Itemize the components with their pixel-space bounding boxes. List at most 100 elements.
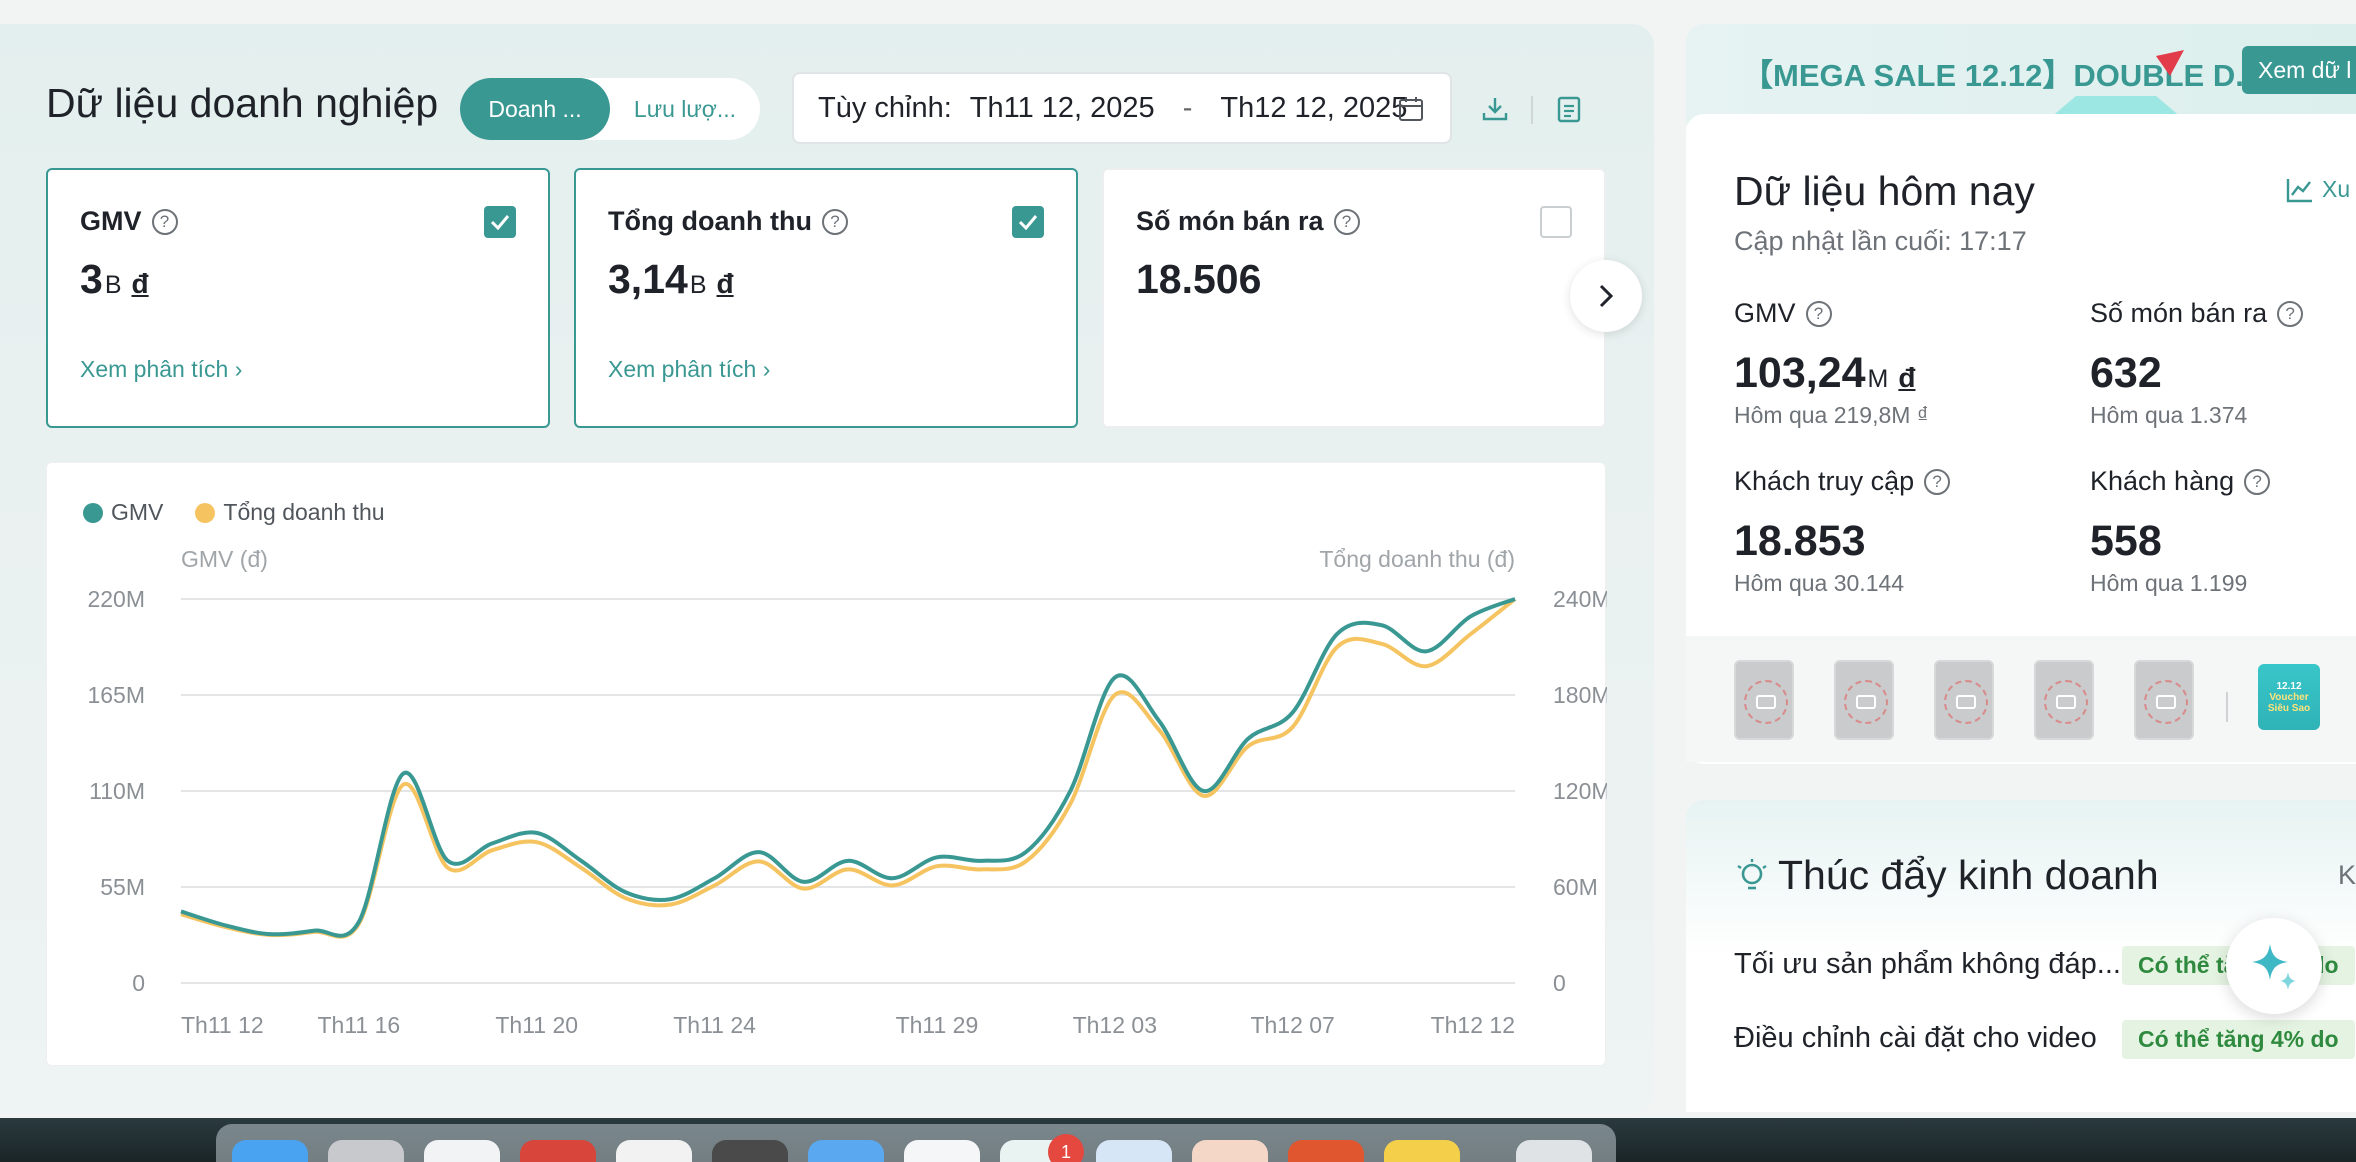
thumbnail-divider bbox=[2226, 692, 2228, 722]
trend-chart-icon bbox=[2286, 178, 2312, 202]
metric-card-gmv[interactable]: GMV? 3B đ Xem phân tích › bbox=[46, 168, 550, 428]
help-icon[interactable]: ? bbox=[2244, 468, 2271, 495]
tab-traffic[interactable]: Lưu lượ... bbox=[633, 95, 737, 122]
x-tick-label: Th11 20 bbox=[495, 1012, 578, 1038]
metric-checkbox[interactable] bbox=[484, 206, 516, 238]
video-thumbnail[interactable] bbox=[2134, 660, 2194, 740]
app-icon[interactable] bbox=[520, 1140, 596, 1162]
stat-visitors: Khách truy cập? 18.853 Hôm qua 30.144 bbox=[1734, 466, 1951, 597]
x-tick-label: Th11 16 bbox=[318, 1012, 401, 1038]
metric-value: 3B đ bbox=[80, 256, 149, 302]
app-icon[interactable] bbox=[616, 1140, 692, 1162]
notes-icon[interactable] bbox=[1384, 1140, 1460, 1162]
last-updated: Cập nhật lần cuối: 17:17 bbox=[1734, 226, 2027, 256]
boost-row-text[interactable]: Tối ưu sản phẩm không đáp... bbox=[1734, 948, 2121, 980]
trend-link[interactable]: Xu bbox=[2286, 176, 2350, 203]
view-analysis-link[interactable]: Xem phân tích › bbox=[80, 356, 243, 382]
right-axis-title: Tổng doanh thu (đ) bbox=[1319, 546, 1515, 572]
x-tick-label: Th11 12 bbox=[181, 1012, 264, 1038]
help-icon[interactable]: ? bbox=[2277, 300, 2304, 327]
promo-banner[interactable]: 【MEGA SALE 12.12】DOUBLE D... Xem dữ l bbox=[1686, 24, 2356, 124]
calendar-icon[interactable] bbox=[1398, 96, 1424, 122]
next-cards-button[interactable] bbox=[1570, 260, 1642, 332]
video-icon bbox=[2056, 695, 2076, 709]
legend-gmv[interactable]: GMV bbox=[83, 499, 163, 526]
ai-assistant-button[interactable] bbox=[2226, 918, 2322, 1014]
x-tick-label: Th12 03 bbox=[1073, 1012, 1157, 1038]
right-tick-label: 60M bbox=[1553, 874, 1598, 900]
launchpad-icon[interactable] bbox=[328, 1140, 404, 1162]
report-icon[interactable] bbox=[1554, 94, 1584, 124]
finder-icon[interactable] bbox=[232, 1140, 308, 1162]
metric-card-items-sold[interactable]: Số món bán ra? 18.506 bbox=[1102, 168, 1606, 428]
right-tick-label: 0 bbox=[1553, 970, 1566, 996]
video-thumbnail[interactable] bbox=[1834, 660, 1894, 740]
toolbar-divider bbox=[1531, 96, 1533, 124]
help-icon[interactable]: ? bbox=[1805, 300, 1832, 327]
boost-row-text[interactable]: Điều chỉnh cài đặt cho video bbox=[1734, 1022, 2097, 1054]
left-tick-label: 55M bbox=[100, 874, 145, 900]
right-tick-label: 240M bbox=[1553, 586, 1607, 612]
boost-title: Thúc đẩy kinh doanh bbox=[1734, 852, 2159, 899]
voucher-thumbnail[interactable]: 12.12 Voucher Siêu Sao bbox=[2258, 664, 2320, 730]
view-data-button[interactable]: Xem dữ l bbox=[2242, 46, 2356, 94]
metric-value: 18.506 bbox=[1136, 256, 1262, 302]
metric-title: Số món bán ra? bbox=[1136, 206, 1360, 237]
video-thumbnail[interactable] bbox=[1934, 660, 1994, 740]
flame-icon bbox=[2156, 50, 2184, 76]
date-end[interactable]: Th12 12, 2025 bbox=[1220, 91, 1408, 124]
app-icon[interactable] bbox=[1192, 1140, 1268, 1162]
left-tick-label: 220M bbox=[87, 586, 145, 612]
help-icon[interactable]: ? bbox=[821, 208, 848, 235]
check-icon bbox=[490, 215, 510, 230]
metric-checkbox[interactable] bbox=[1012, 206, 1044, 238]
x-tick-label: Th11 24 bbox=[673, 1012, 756, 1038]
date-separator: - bbox=[1182, 91, 1193, 124]
lightbulb-icon bbox=[1737, 858, 1767, 889]
app-icon[interactable] bbox=[808, 1140, 884, 1162]
left-tick-label: 110M bbox=[89, 778, 145, 804]
app-icon[interactable] bbox=[712, 1140, 788, 1162]
x-tick-label: Th12 07 bbox=[1250, 1012, 1334, 1038]
right-tick-label: 180M bbox=[1553, 682, 1607, 708]
today-title: Dữ liệu hôm nay bbox=[1734, 168, 2035, 214]
app-icon[interactable] bbox=[1288, 1140, 1364, 1162]
trash-icon[interactable] bbox=[1516, 1140, 1592, 1162]
video-icon bbox=[1956, 695, 1976, 709]
stat-customers: Khách hàng? 558 Hôm qua 1.199 bbox=[2090, 466, 2271, 597]
date-range-picker[interactable]: Tùy chỉnh: Th11 12, 2025 - Th12 12, 2025 bbox=[792, 72, 1452, 144]
video-icon bbox=[2156, 695, 2176, 709]
video-thumbnail-strip: 12.12 Voucher Siêu Sao bbox=[1686, 636, 2356, 762]
safari-icon[interactable] bbox=[424, 1140, 500, 1162]
right-tick-label: 120M bbox=[1553, 778, 1607, 804]
tab-revenue[interactable]: Doanh ... bbox=[460, 78, 610, 140]
app-icon[interactable] bbox=[1096, 1140, 1172, 1162]
video-icon bbox=[1856, 695, 1876, 709]
check-icon bbox=[1018, 215, 1038, 230]
help-icon[interactable]: ? bbox=[1924, 468, 1951, 495]
stat-gmv: GMV? 103,24M đ Hôm qua 219,8M ₫ bbox=[1734, 298, 1929, 428]
date-start[interactable]: Th11 12, 2025 bbox=[969, 91, 1155, 124]
x-tick-label: Th11 29 bbox=[896, 1012, 979, 1038]
page-title: Dữ liệu doanh nghiệp bbox=[46, 80, 439, 126]
download-icon[interactable] bbox=[1480, 94, 1510, 124]
line-chart: GMV (đ) Tổng doanh thu (đ) 0 0 55M 60M 110M 120… bbox=[87, 546, 1607, 1038]
date-range-label: Tùy chỉnh: bbox=[818, 91, 952, 124]
metric-title: GMV? bbox=[80, 206, 178, 237]
help-icon[interactable]: ? bbox=[1333, 208, 1360, 235]
help-icon[interactable]: ? bbox=[151, 208, 178, 235]
chart-card: GMV (đ) Tổng doanh thu (đ) 0 0 55M 60M 110M 120… bbox=[46, 462, 1607, 1066]
boost-more-link[interactable]: K bbox=[2338, 860, 2356, 890]
metric-value: 3,14B đ bbox=[608, 256, 734, 302]
left-tick-label: 0 bbox=[132, 970, 145, 996]
video-thumbnail[interactable] bbox=[1734, 660, 1794, 740]
sparkle-icon bbox=[2252, 944, 2296, 990]
legend-total-revenue[interactable]: Tổng doanh thu bbox=[195, 499, 385, 526]
app-icon[interactable] bbox=[904, 1140, 980, 1162]
metric-card-total-revenue[interactable]: Tổng doanh thu? 3,14B đ Xem phân tích › bbox=[574, 168, 1078, 428]
left-axis-title: GMV (đ) bbox=[181, 546, 268, 572]
stat-items-sold: Số món bán ra? 632 Hôm qua 1.374 bbox=[2090, 298, 2304, 429]
view-analysis-link[interactable]: Xem phân tích › bbox=[608, 356, 771, 382]
video-thumbnail[interactable] bbox=[2034, 660, 2094, 740]
metric-checkbox[interactable] bbox=[1540, 206, 1572, 238]
